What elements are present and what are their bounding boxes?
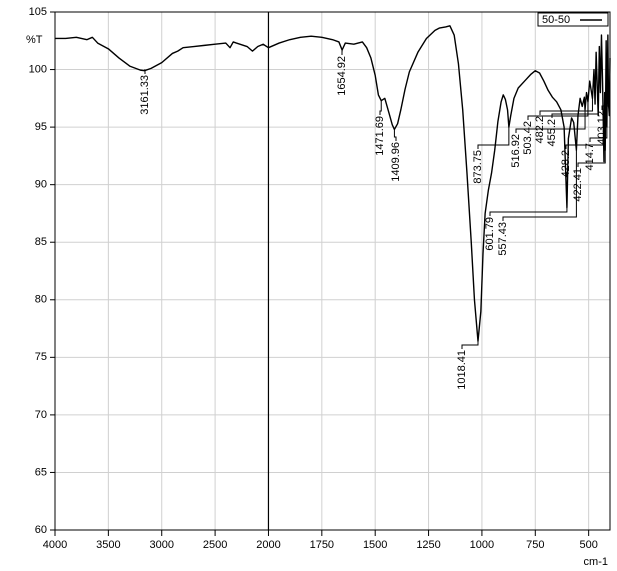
peak-label: 422.41 — [572, 168, 584, 202]
peak-label: 482.2 — [534, 116, 546, 144]
x-tick-label: 1750 — [310, 539, 334, 551]
peak-leader — [551, 113, 599, 118]
x-tick-label: 3500 — [96, 539, 120, 551]
peak-leader — [527, 101, 589, 120]
peak-leader — [589, 127, 608, 142]
y-tick-label: 100 — [29, 63, 47, 75]
peak-label: 3161.33 — [139, 75, 151, 115]
y-axis-label: %T — [26, 34, 43, 46]
peak-leader — [515, 109, 586, 133]
peak-leader — [577, 150, 606, 167]
peak-leader — [502, 150, 577, 221]
x-tick-label: 3000 — [149, 539, 173, 551]
x-axis-label: cm-1 — [584, 556, 608, 568]
peak-label: 428.2 — [560, 150, 572, 178]
peak-label: 1409.96 — [390, 142, 402, 182]
y-tick-label: 80 — [35, 294, 47, 306]
y-tick-label: 75 — [35, 351, 47, 363]
y-tick-label: 90 — [35, 179, 47, 191]
y-tick-label: 60 — [35, 524, 47, 536]
peak-label: 403.12 — [596, 111, 608, 145]
peak-leader — [393, 129, 397, 141]
peak-label: 414.7 — [584, 143, 596, 171]
y-tick-label: 70 — [35, 409, 47, 421]
peak-label: 516.92 — [510, 134, 522, 168]
peak-leader — [489, 207, 568, 216]
y-tick-label: 105 — [29, 6, 47, 18]
peak-label: 873.75 — [472, 150, 484, 184]
legend-box — [537, 12, 609, 27]
peak-leader — [461, 341, 479, 349]
plot-frame — [54, 11, 611, 531]
peak-label: 503.42 — [522, 121, 534, 155]
peak-leader — [379, 100, 382, 115]
peak-label: 1018.41 — [456, 350, 468, 390]
peak-leader — [477, 127, 510, 149]
y-tick-label: 65 — [35, 466, 47, 478]
y-tick-label: 95 — [35, 121, 47, 133]
peak-label: 557.43 — [497, 222, 509, 256]
x-tick-label: 1000 — [470, 539, 494, 551]
legend-label: 50-50 — [542, 14, 570, 26]
x-tick-label: 2500 — [203, 539, 227, 551]
peak-leader — [565, 144, 605, 162]
peak-label: 601.79 — [484, 217, 496, 251]
peak-leader — [539, 98, 593, 115]
y-tick-label: 85 — [35, 236, 47, 248]
x-tick-label: 1500 — [363, 539, 387, 551]
peak-label: 1654.92 — [336, 56, 348, 96]
peak-label: 455.2 — [546, 119, 558, 147]
peak-label: 1471.69 — [374, 116, 386, 156]
x-tick-label: 750 — [526, 539, 544, 551]
x-tick-label: 500 — [579, 539, 597, 551]
x-tick-label: 4000 — [43, 539, 67, 551]
x-tick-label: 1250 — [416, 539, 440, 551]
x-tick-label: 2000 — [256, 539, 280, 551]
spectrum-line — [55, 25, 611, 342]
peak-leader — [601, 105, 610, 116]
